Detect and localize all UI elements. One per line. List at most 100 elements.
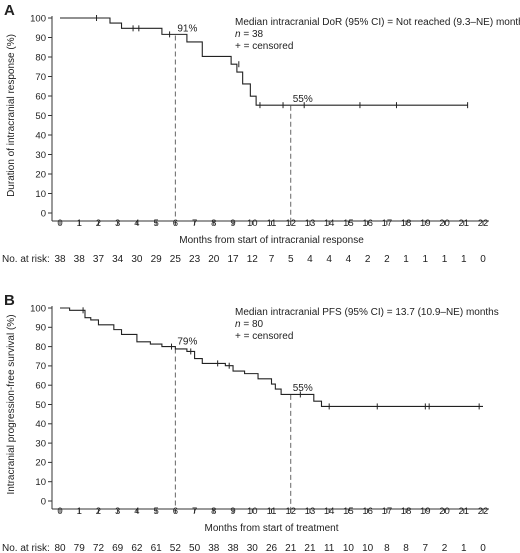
- y-tick-label: 50: [35, 111, 46, 122]
- censor-note: + = censored: [235, 331, 293, 342]
- x-tick-label: 2: [96, 218, 101, 229]
- x-tick-label: 3: [115, 506, 120, 517]
- x-tick-label: 7: [192, 218, 197, 229]
- risk-value: 20: [208, 254, 220, 265]
- y-tick-label: 80: [35, 342, 46, 353]
- x-tick-label: 22: [478, 218, 489, 229]
- x-tick-label: 13: [305, 506, 316, 517]
- risk-value: 69: [112, 543, 124, 553]
- risk-value: 8: [403, 543, 409, 553]
- risk-value: 21: [304, 543, 316, 553]
- risk-value: 11: [324, 543, 335, 553]
- x-axis-label: Months from start of intracranial respon…: [179, 235, 364, 246]
- y-tick-label: 30: [35, 150, 46, 161]
- x-tick-label: 20: [439, 218, 450, 229]
- x-tick-label: 11: [267, 218, 277, 229]
- x-tick-label: 5: [153, 218, 158, 229]
- x-tick-label: 0: [57, 218, 62, 229]
- y-tick-label: 70: [35, 72, 46, 83]
- x-axis-label: Months from start of treatment: [205, 523, 339, 534]
- risk-value: 10: [362, 543, 374, 553]
- x-tick-label: 18: [401, 218, 412, 229]
- x-tick-label: 17: [382, 218, 393, 229]
- censor-note: + = censored: [235, 41, 293, 52]
- risk-value: 25: [170, 254, 182, 265]
- survival-curve: [60, 17, 468, 106]
- n-annotation: n = 38: [235, 29, 264, 40]
- risk-value: 38: [54, 254, 66, 265]
- risk-value: 2: [365, 254, 371, 265]
- x-tick-label: 21: [458, 218, 469, 229]
- y-tick-label: 60: [35, 381, 46, 392]
- risk-value: 1: [423, 254, 429, 265]
- x-tick-label: 1: [77, 506, 82, 517]
- x-tick-label: 15: [343, 506, 354, 517]
- risk-value: 10: [343, 543, 355, 553]
- x-tick-label: 9: [230, 218, 235, 229]
- n-annotation: n = 80: [235, 319, 264, 330]
- x-tick-label: 8: [211, 506, 216, 517]
- y-tick-label: 40: [35, 419, 46, 430]
- risk-value: 2: [384, 254, 390, 265]
- x-tick-label: 17: [382, 506, 393, 517]
- risk-value: 0: [480, 543, 486, 553]
- risk-value: 80: [54, 543, 66, 553]
- x-tick-label: 19: [420, 506, 431, 517]
- x-tick-label: 11: [267, 506, 277, 517]
- risk-value: 0: [480, 254, 486, 265]
- risk-value: 4: [307, 254, 313, 265]
- risk-value: 1: [461, 543, 467, 553]
- x-tick-label: 8: [211, 218, 216, 229]
- y-tick-label: 80: [35, 52, 46, 63]
- risk-value: 50: [189, 543, 201, 553]
- y-tick-label: 100: [30, 13, 46, 24]
- y-tick-label: 40: [35, 130, 46, 141]
- n-symbol: n: [235, 29, 241, 40]
- x-tick-label: 15: [343, 218, 354, 229]
- x-tick-label: 12: [285, 506, 296, 517]
- x-tick-label: 0: [57, 506, 62, 517]
- x-tick-label: 10: [247, 218, 258, 229]
- x-tick-label: 22: [478, 506, 489, 517]
- risk-value: 30: [247, 543, 259, 553]
- y-tick-label: 30: [35, 438, 46, 449]
- x-tick-label: 3: [115, 218, 120, 229]
- risk-value: 8: [384, 543, 390, 553]
- x-tick-label: 20: [439, 506, 450, 517]
- y-tick-label: 0: [41, 496, 46, 507]
- x-tick-label: 6: [173, 506, 178, 517]
- risk-value: 1: [403, 254, 409, 265]
- y-axis-label: Duration of intracranial response (%): [6, 34, 17, 197]
- y-tick-label: 20: [35, 458, 46, 469]
- n-symbol: n: [235, 319, 241, 330]
- risk-value: 38: [227, 543, 239, 553]
- median-annotation: Median intracranial PFS (95% CI) = 13.7 …: [235, 307, 499, 318]
- risk-table-label: No. at risk:: [2, 254, 50, 265]
- risk-value: 7: [423, 543, 429, 553]
- median-annotation: Median intracranial DoR (95% CI) = Not r…: [235, 17, 520, 28]
- risk-value: 52: [170, 543, 182, 553]
- x-tick-label: 10: [247, 506, 258, 517]
- x-tick-label: 18: [401, 506, 412, 517]
- risk-value: 72: [93, 543, 105, 553]
- risk-value: 79: [74, 543, 86, 553]
- risk-value: 38: [208, 543, 220, 553]
- x-tick-label: 4: [134, 218, 139, 229]
- reference-label: 55%: [293, 94, 313, 105]
- y-tick-label: 10: [35, 477, 46, 488]
- x-tick-label: 9: [230, 506, 235, 517]
- risk-value: 61: [151, 543, 163, 553]
- x-tick-label: 2: [96, 506, 101, 517]
- y-tick-label: 10: [35, 189, 46, 200]
- risk-value: 17: [227, 254, 239, 265]
- risk-value: 7: [269, 254, 275, 265]
- n-value: = 80: [241, 319, 264, 330]
- x-tick-label: 1: [77, 218, 82, 229]
- risk-value: 2: [442, 543, 448, 553]
- y-tick-label: 90: [35, 323, 46, 334]
- risk-value: 1: [442, 254, 448, 265]
- n-value: = 38: [241, 29, 264, 40]
- risk-table-label: No. at risk:: [2, 543, 50, 553]
